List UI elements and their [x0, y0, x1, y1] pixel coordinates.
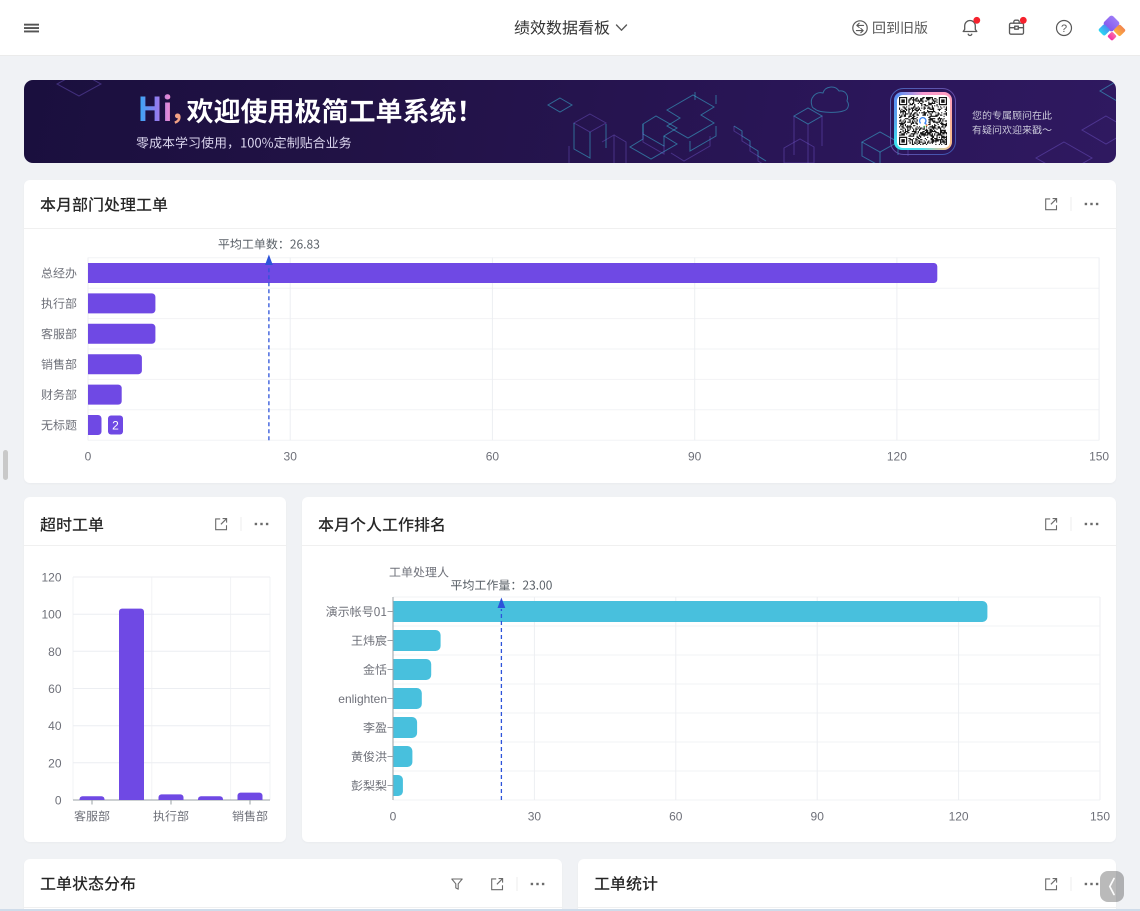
svg-text:30: 30: [528, 810, 542, 824]
svg-text:enlighten: enlighten: [338, 692, 387, 706]
svg-text:150: 150: [1089, 450, 1109, 464]
svg-text:60: 60: [486, 450, 500, 464]
svg-text:0: 0: [55, 794, 62, 808]
svg-text:100: 100: [41, 608, 61, 622]
svg-text:0: 0: [390, 810, 397, 824]
svg-text:120: 120: [41, 571, 61, 585]
svg-text:?: ?: [1061, 23, 1067, 35]
svg-text:0: 0: [85, 450, 92, 464]
svg-text:120: 120: [887, 450, 907, 464]
svg-text:80: 80: [48, 645, 62, 659]
svg-text:150: 150: [1090, 810, 1110, 824]
svg-text:60: 60: [48, 682, 62, 696]
svg-text:120: 120: [949, 810, 969, 824]
svg-text:40: 40: [48, 719, 62, 733]
svg-text:2: 2: [112, 419, 119, 433]
svg-text:30: 30: [284, 450, 298, 464]
svg-text:20: 20: [48, 756, 62, 770]
svg-text:60: 60: [669, 810, 683, 824]
svg-text:90: 90: [688, 450, 702, 464]
svg-text:90: 90: [811, 810, 825, 824]
